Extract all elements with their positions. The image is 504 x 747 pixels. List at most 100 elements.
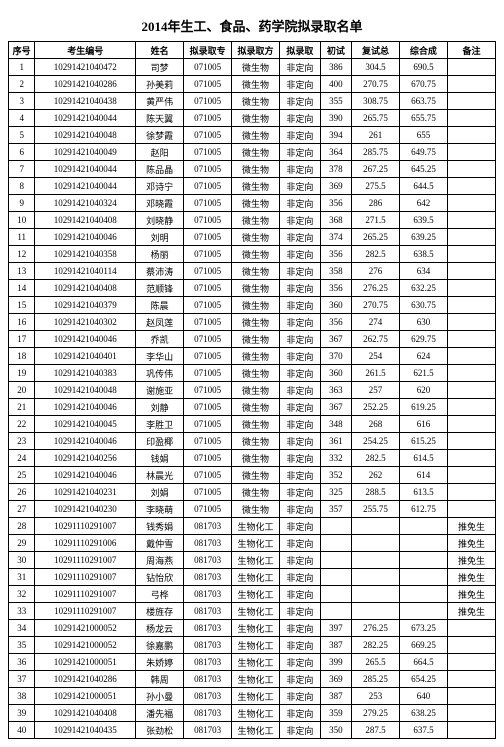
table-cell: 徐梦霞 [136,127,184,144]
table-cell: 微生物 [232,178,280,195]
table-cell: 邓诗宁 [136,178,184,195]
table-cell: 369 [320,178,351,195]
col-name: 姓名 [136,42,184,59]
table-cell: 10291421040435 [35,722,136,739]
table-cell: 34 [9,620,35,637]
table-cell: 23 [9,433,35,450]
table-row: 3210291110291007弓桦081703生物化工非定向推免生 [9,586,496,603]
table-cell: 614.5 [399,450,447,467]
table-cell [447,348,495,365]
table-cell: 推免生 [447,586,495,603]
table-cell: 071005 [184,178,232,195]
table-cell: 282.5 [351,246,399,263]
table-cell [447,637,495,654]
table-cell: 081703 [184,586,232,603]
table-cell: 微生物 [232,467,280,484]
table-cell: 微生物 [232,382,280,399]
table-cell: 071005 [184,399,232,416]
table-cell: 5 [9,127,35,144]
table-cell [320,569,351,586]
table-header-row: 序号 考生编号 姓名 拟录取专 拟录取方 拟录取 初试 复试总 综合成 备注 [9,42,496,59]
table-cell: 31 [9,569,35,586]
table-cell: 10291421040045 [35,416,136,433]
table-cell: 非定向 [280,586,321,603]
table-row: 3310291110291007楼旌存081703生物化工非定向推免生 [9,603,496,620]
table-cell: 29 [9,535,35,552]
table-cell [447,263,495,280]
table-cell: 微生物 [232,450,280,467]
table-cell: 乔凯 [136,331,184,348]
table-cell: 10291421040046 [35,331,136,348]
table-row: 2910291110291006戴仲雪081703生物化工非定向推免生 [9,535,496,552]
table-cell: 生物化工 [232,637,280,654]
table-cell: 071005 [184,416,232,433]
table-row: 2710291421040230李晓萌071005微生物非定向357255.75… [9,501,496,518]
table-cell: 071005 [184,467,232,484]
table-cell: 071005 [184,331,232,348]
table-cell: 367 [320,399,351,416]
table-cell: 非定向 [280,246,321,263]
table-cell: 张劲松 [136,722,184,739]
table-cell: 微生物 [232,144,280,161]
table-cell [447,331,495,348]
table-cell: 6 [9,144,35,161]
table-cell: 387 [320,637,351,654]
table-cell: 30 [9,552,35,569]
table-row: 3410291421000052杨龙云081703生物化工非定向397276.2… [9,620,496,637]
table-cell [447,705,495,722]
table-cell [399,603,447,620]
table-cell: 10291421000052 [35,620,136,637]
table-cell: 071005 [184,229,232,246]
table-cell [351,603,399,620]
table-row: 1010291421040408刘晓静071005微生物非定向368271.56… [9,212,496,229]
table-cell: 非定向 [280,331,321,348]
table-cell: 33 [9,603,35,620]
table-cell: 16 [9,314,35,331]
table-cell: 非定向 [280,76,321,93]
table-cell: 生物化工 [232,671,280,688]
table-cell: 276.25 [351,620,399,637]
table-cell: 微生物 [232,365,280,382]
table-cell: 非定向 [280,603,321,620]
table-cell: 司梦 [136,59,184,76]
table-cell [351,518,399,535]
table-cell [447,195,495,212]
table-cell: 10291421040046 [35,467,136,484]
table-cell: 081703 [184,518,232,535]
table-cell: 非定向 [280,416,321,433]
table-cell: 黄严伟 [136,93,184,110]
table-cell: 李华山 [136,348,184,365]
table-row: 1410291421040408范顺锋071005微生物非定向356276.25… [9,280,496,297]
table-cell: 359 [320,705,351,722]
table-cell: 钱娟 [136,450,184,467]
table-cell: 39 [9,705,35,722]
table-cell [447,76,495,93]
table-cell: 255.75 [351,501,399,518]
table-cell: 253 [351,688,399,705]
col-fu: 复试总 [351,42,399,59]
table-cell: 非定向 [280,467,321,484]
table-cell: 654.25 [399,671,447,688]
table-cell: 390 [320,110,351,127]
table-cell: 微生物 [232,93,280,110]
table-cell: 10291110291007 [35,518,136,535]
table-cell: 非定向 [280,569,321,586]
table-cell: 10291110291007 [35,603,136,620]
table-cell [447,433,495,450]
table-cell: 19 [9,365,35,382]
table-cell: 生物化工 [232,654,280,671]
table-cell: 生物化工 [232,722,280,739]
table-cell: 生物化工 [232,552,280,569]
table-cell [320,518,351,535]
table-cell: 629.75 [399,331,447,348]
table-cell: 071005 [184,382,232,399]
table-cell: 陈天翼 [136,110,184,127]
table-cell [447,501,495,518]
table-cell: 254.25 [351,433,399,450]
table-cell: 10291421040046 [35,229,136,246]
table-cell: 杨丽 [136,246,184,263]
table-cell: 081703 [184,620,232,637]
table-cell: 369 [320,671,351,688]
table-cell: 394 [320,127,351,144]
table-cell: 生物化工 [232,586,280,603]
